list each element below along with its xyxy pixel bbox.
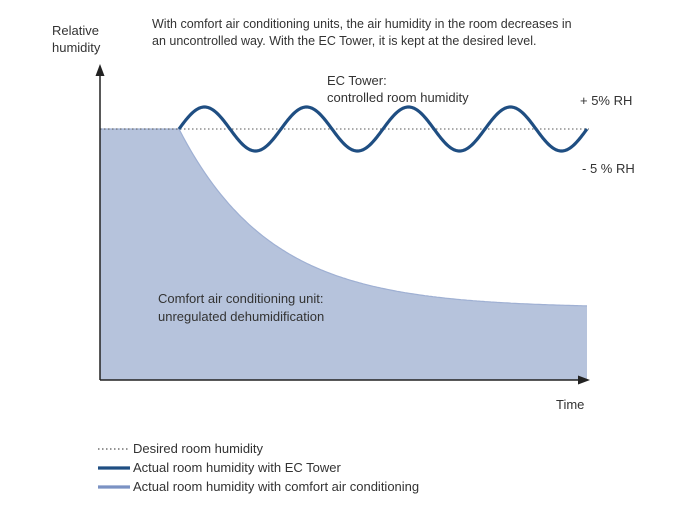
intro-text-line2: an uncontrolled way. With the EC Tower, …	[152, 34, 536, 48]
legend-item-comfort-ac: Actual room humidity with comfort air co…	[98, 477, 419, 496]
comfort-ac-humidity-area	[100, 129, 587, 380]
legend: Desired room humidity Actual room humidi…	[98, 439, 419, 496]
comfort-label-line2: unregulated dehumidification	[158, 309, 324, 324]
comfort-ac-humidity-line	[100, 128, 588, 307]
x-axis-label: Time	[556, 397, 584, 412]
legend-label: Actual room humidity with EC Tower	[133, 460, 341, 475]
plus-band-label: + 5% RH	[580, 93, 632, 108]
legend-label: Desired room humidity	[133, 441, 264, 456]
x-axis-arrow	[578, 375, 590, 385]
y-axis-arrow	[95, 64, 105, 76]
ec-tower-humidity-line	[177, 105, 589, 153]
ec-tower-label-line1: EC Tower:	[327, 73, 387, 88]
legend-item-ec-tower: Actual room humidity with EC Tower	[98, 458, 419, 477]
dark-blue-line-swatch	[98, 465, 130, 470]
y-axis-label-line2: humidity	[52, 40, 101, 55]
ec-tower-label-line2: controlled room humidity	[327, 90, 469, 105]
intro-text-line1: With comfort air conditioning units, the…	[152, 17, 572, 31]
comfort-label-line1: Comfort air conditioning unit:	[158, 291, 323, 306]
legend-item-desired: Desired room humidity	[98, 439, 419, 458]
legend-label: Actual room humidity with comfort air co…	[133, 479, 420, 494]
light-blue-line-swatch	[98, 484, 130, 489]
minus-band-label: - 5 % RH	[582, 161, 635, 176]
dotted-line-swatch	[98, 447, 130, 450]
y-axis-label-line1: Relative	[52, 23, 99, 38]
